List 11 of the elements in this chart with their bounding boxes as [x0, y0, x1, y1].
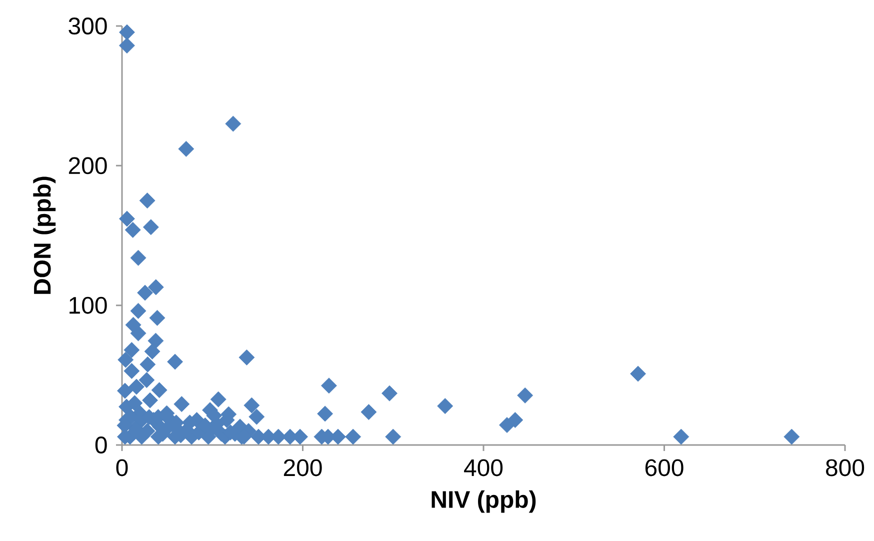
y-tick-label: 0 [95, 436, 107, 454]
y-tick-label: 300 [68, 17, 107, 34]
x-tick-label: 400 [464, 459, 503, 476]
y-tick-label: 200 [68, 157, 107, 174]
y-axis-title: DON (ppb) [33, 176, 56, 294]
x-tick-label: 800 [826, 459, 864, 476]
x-tick-label: 200 [284, 459, 322, 476]
x-tick-label: 600 [645, 459, 684, 476]
x-axis-title: NIV (ppb) [432, 490, 536, 513]
x-tick-label: 0 [116, 459, 128, 476]
y-tick-label: 100 [70, 296, 107, 314]
